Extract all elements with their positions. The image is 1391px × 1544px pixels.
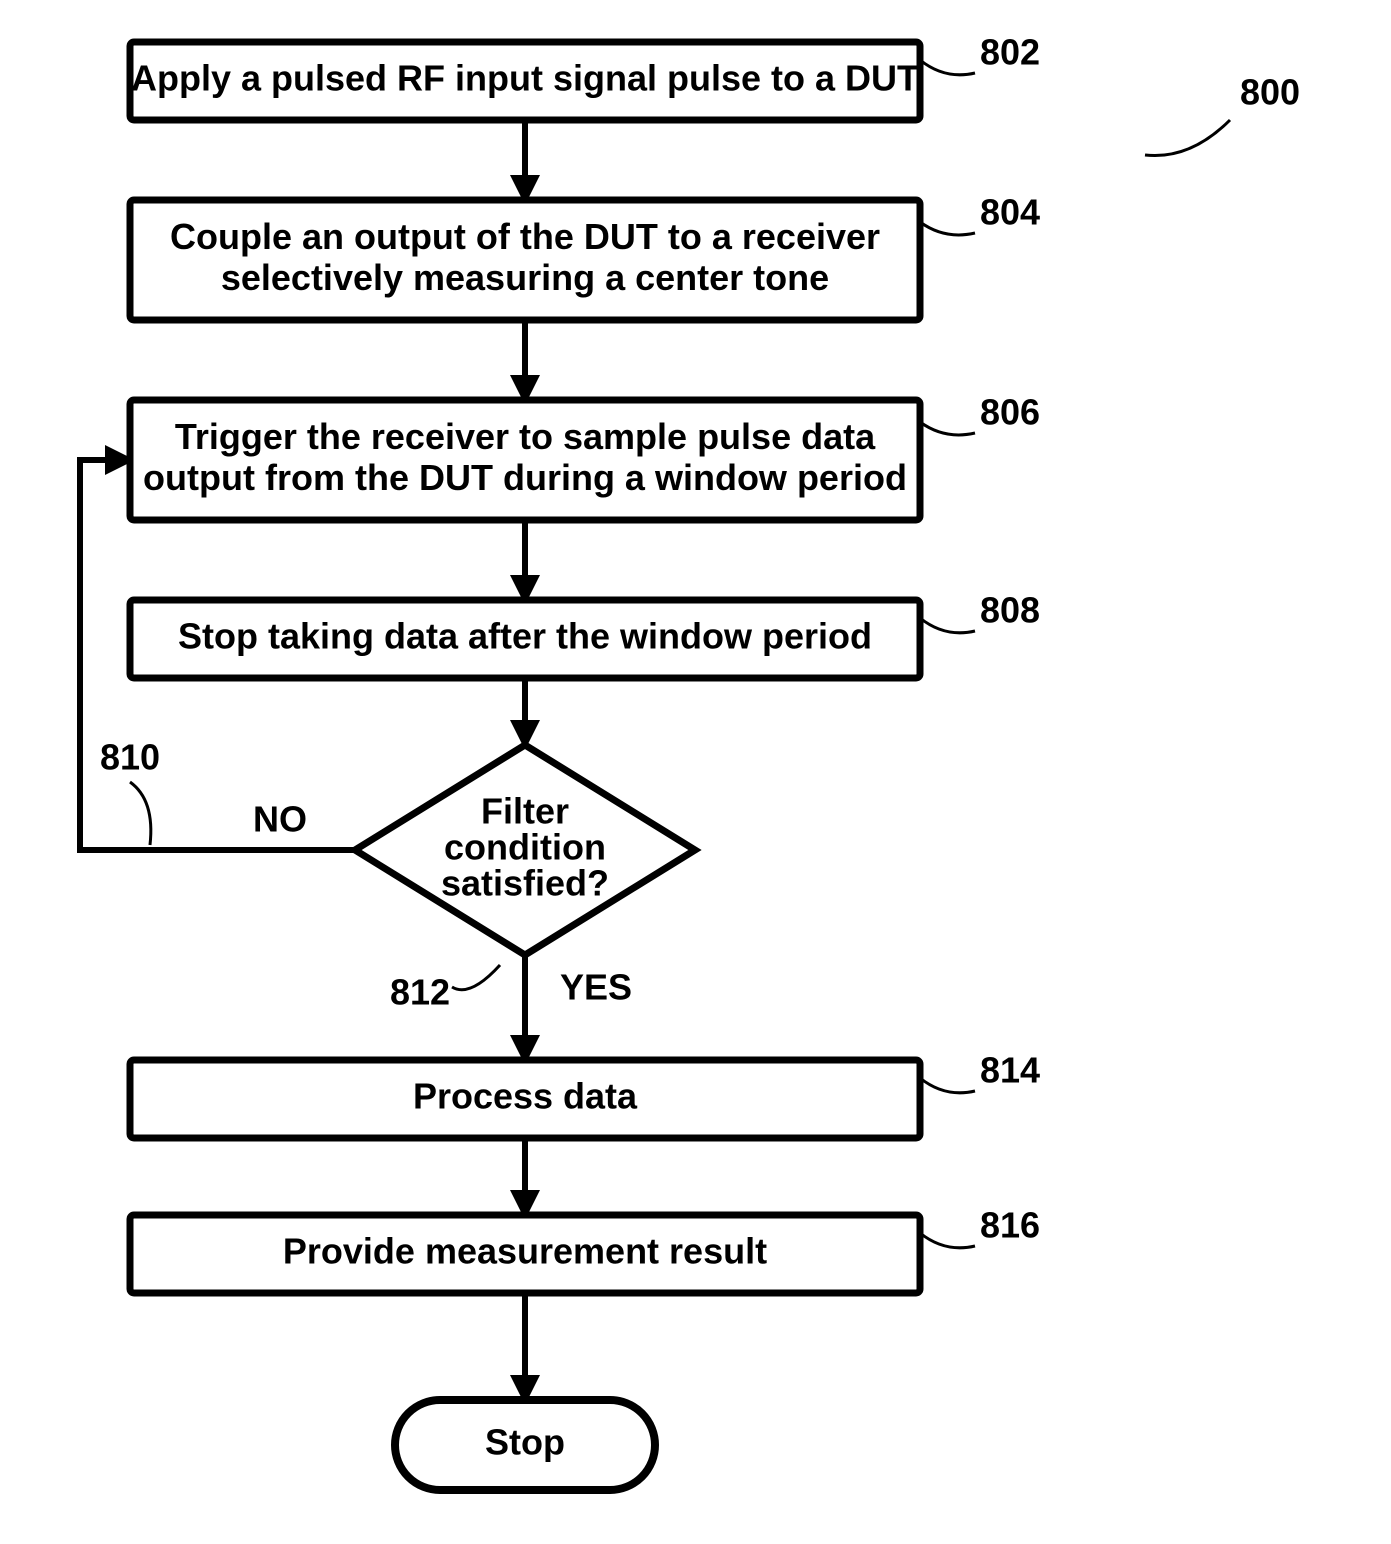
- callout-812-swoosh: [452, 965, 500, 990]
- node-n804-line1: selectively measuring a center tone: [221, 257, 829, 298]
- callout-n816-swoosh: [920, 1233, 975, 1248]
- callout-n806-label: 806: [980, 392, 1040, 433]
- callout-810-swoosh: [130, 782, 151, 845]
- callout-n804-label: 804: [980, 192, 1040, 233]
- diagram-label-800: 800: [1240, 72, 1300, 113]
- node-n802-line0: Apply a pulsed RF input signal pulse to …: [131, 58, 919, 99]
- callout-n814-label: 814: [980, 1050, 1040, 1091]
- yes-label: YES: [560, 967, 632, 1008]
- node-n810-line2: satisfied?: [441, 863, 609, 904]
- node-n816-line0: Provide measurement result: [283, 1231, 767, 1272]
- node-n806-line1: output from the DUT during a window peri…: [143, 457, 907, 498]
- no-label: NO: [253, 799, 307, 840]
- callout-810-label: 810: [100, 737, 160, 778]
- callout-n804-swoosh: [920, 222, 975, 235]
- callout-812-label: 812: [390, 972, 450, 1013]
- node-n806-line0: Trigger the receiver to sample pulse dat…: [175, 416, 876, 457]
- callout-n808-label: 808: [980, 590, 1040, 631]
- node-n810-line1: condition: [444, 827, 606, 868]
- callout-n808-swoosh: [920, 618, 975, 633]
- node-n814-line0: Process data: [413, 1076, 638, 1117]
- node-n808-line0: Stop taking data after the window period: [178, 616, 872, 657]
- callout-n802-swoosh: [920, 60, 975, 75]
- callout-n802-label: 802: [980, 32, 1040, 73]
- node-n804-line0: Couple an output of the DUT to a receive…: [170, 216, 880, 257]
- callout-n806-swoosh: [920, 422, 975, 435]
- node-n810-line0: Filter: [481, 791, 569, 832]
- callout-n814-swoosh: [920, 1078, 975, 1093]
- node-stop-line0: Stop: [485, 1422, 565, 1463]
- callout-swoosh-800: [1145, 120, 1230, 156]
- callout-n816-label: 816: [980, 1205, 1040, 1246]
